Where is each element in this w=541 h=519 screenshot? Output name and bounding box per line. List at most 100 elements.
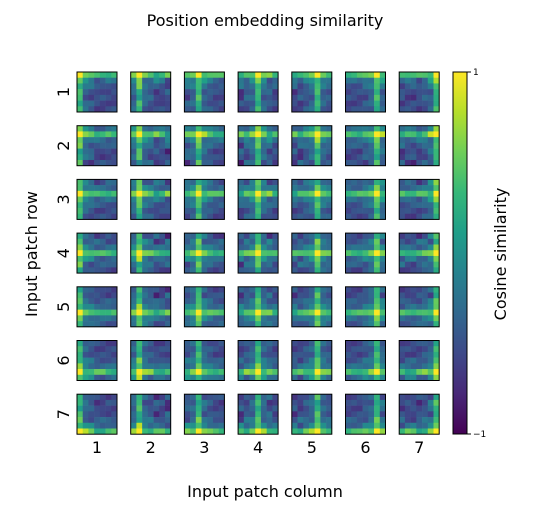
similarity-tile	[237, 340, 279, 381]
heatmap-cell	[260, 89, 267, 96]
heatmap-cell	[427, 190, 434, 197]
heatmap-cell	[303, 179, 310, 186]
heatmap-cell	[238, 125, 245, 132]
heatmap-cell	[379, 137, 386, 144]
heatmap-cell	[368, 100, 375, 107]
heatmap-cell	[159, 196, 166, 203]
heatmap-cell	[368, 207, 375, 214]
heatmap-cell	[159, 72, 166, 79]
heatmap-cell	[320, 72, 327, 79]
heatmap-cell	[94, 213, 101, 220]
colorbar-max-label: 1	[473, 68, 479, 78]
heatmap-cell	[201, 238, 208, 245]
heatmap-cell	[82, 72, 89, 79]
heatmap-cell	[164, 100, 171, 107]
heatmap-cell	[260, 238, 267, 245]
heatmap-cell	[266, 159, 273, 166]
heatmap-cell	[410, 428, 417, 435]
heatmap-cell	[351, 159, 358, 166]
heatmap-cell	[207, 261, 214, 268]
heatmap-cell	[153, 255, 160, 262]
similarity-tile	[237, 125, 279, 167]
heatmap-cell	[147, 363, 154, 370]
heatmap-cell	[99, 185, 106, 192]
heatmap-cell	[422, 137, 429, 144]
heatmap-cell	[77, 196, 84, 203]
heatmap-cell	[433, 94, 440, 101]
tile-border	[183, 125, 225, 167]
heatmap-cell	[314, 72, 321, 79]
heatmap-cell	[374, 422, 381, 429]
heatmap-cell	[345, 125, 352, 132]
heatmap-cell	[297, 422, 304, 429]
heatmap-cell	[130, 303, 137, 310]
heatmap-cell	[422, 125, 429, 132]
heatmap-cell	[88, 303, 95, 310]
heatmap-cell	[94, 89, 101, 96]
heatmap-cell	[207, 100, 214, 107]
heatmap-cell	[303, 238, 310, 245]
heatmap-cell	[159, 250, 166, 257]
heatmap-cell	[99, 411, 106, 418]
heatmap-cell	[111, 298, 118, 305]
heatmap-cell	[297, 233, 304, 240]
heatmap-cell	[404, 351, 411, 358]
heatmap-cell	[77, 292, 84, 299]
heatmap-cell	[159, 292, 166, 299]
heatmap-cell	[416, 233, 423, 240]
heatmap-cell	[105, 298, 112, 305]
heatmap-cell	[303, 298, 310, 305]
heatmap-cell	[207, 399, 214, 406]
heatmap-cell	[249, 213, 256, 220]
heatmap-cell	[260, 137, 267, 144]
similarity-tile	[130, 393, 172, 435]
heatmap-cell	[77, 286, 84, 293]
heatmap-cell	[351, 131, 358, 138]
heatmap-cell	[433, 267, 440, 274]
heatmap-cell	[320, 233, 327, 240]
heatmap-cell	[379, 363, 386, 370]
heatmap-cell	[130, 100, 137, 107]
heatmap-cell	[190, 298, 197, 305]
heatmap-cell	[88, 261, 95, 268]
heatmap-cell	[326, 411, 333, 418]
heatmap-cell	[260, 303, 267, 310]
heatmap-cell	[427, 351, 434, 358]
heatmap-cell	[362, 106, 369, 113]
heatmap-cell	[291, 298, 298, 305]
heatmap-cell	[99, 207, 106, 214]
heatmap-cell	[374, 428, 381, 435]
heatmap-cell	[260, 94, 267, 101]
heatmap-cell	[195, 340, 202, 347]
heatmap-cell	[260, 83, 267, 90]
heatmap-cell	[130, 125, 137, 132]
heatmap-cell	[416, 298, 423, 305]
heatmap-cell	[195, 250, 202, 257]
heatmap-cell	[356, 244, 363, 251]
heatmap-cell	[379, 77, 386, 84]
heatmap-cell	[184, 292, 191, 299]
heatmap-cell	[314, 255, 321, 262]
heatmap-cell	[255, 363, 262, 370]
heatmap-cell	[260, 309, 267, 316]
heatmap-cell	[164, 303, 171, 310]
similarity-tile	[237, 178, 279, 220]
heatmap-cell	[136, 179, 143, 186]
heatmap-cell	[356, 261, 363, 268]
heatmap-cell	[291, 405, 298, 412]
heatmap-cell	[404, 369, 411, 376]
heatmap-cell	[195, 148, 202, 155]
heatmap-cell	[82, 207, 89, 214]
heatmap-cell	[195, 351, 202, 358]
heatmap-cell	[142, 303, 149, 310]
heatmap-cell	[351, 422, 358, 429]
heatmap-cell	[416, 261, 423, 268]
tile-border	[345, 393, 386, 435]
heatmap-cell	[379, 315, 386, 322]
heatmap-cell	[136, 351, 143, 358]
heatmap-cell	[351, 142, 358, 149]
heatmap-cell	[314, 233, 321, 240]
heatmap-cell	[142, 72, 149, 79]
heatmap-cell	[136, 89, 143, 96]
heatmap-cell	[218, 351, 225, 358]
